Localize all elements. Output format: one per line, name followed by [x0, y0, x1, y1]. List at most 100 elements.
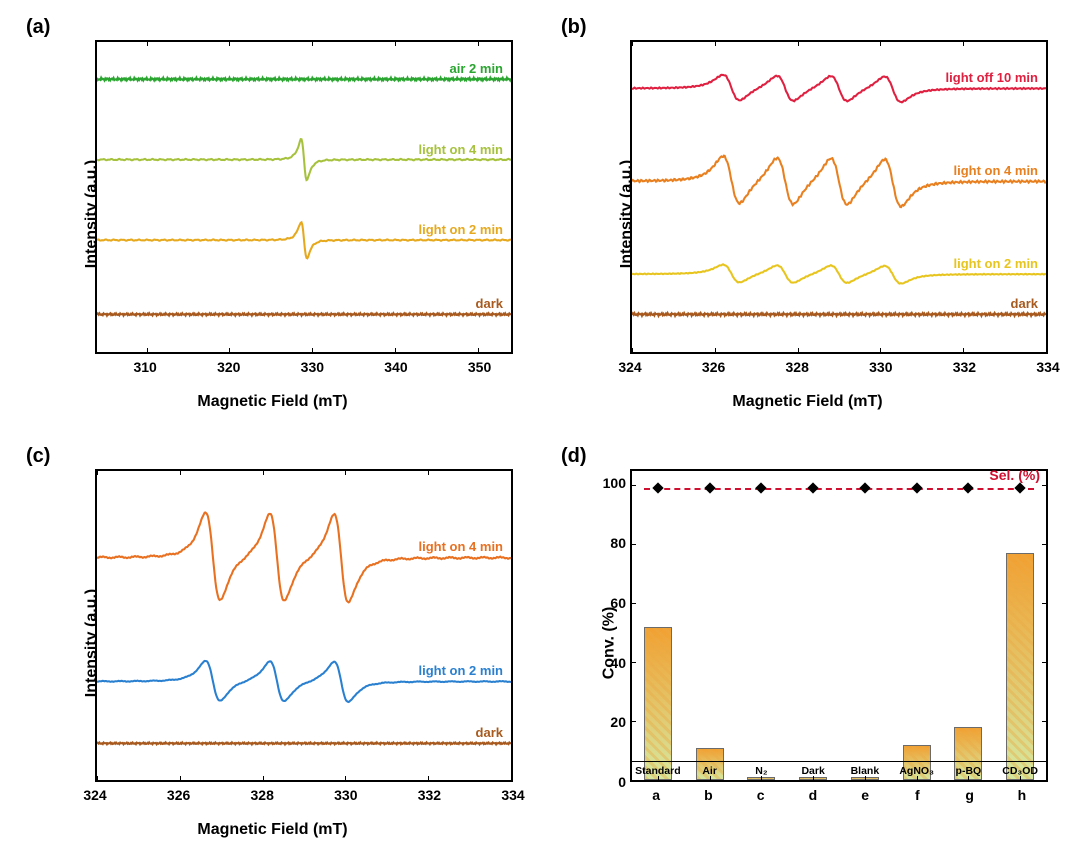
- tick-mark: [229, 40, 230, 46]
- trace-label: light on 4 min: [954, 163, 1039, 178]
- tick-mark: [658, 776, 659, 782]
- selectivity-marker: [859, 483, 870, 494]
- xtick-label: 334: [501, 787, 524, 803]
- tick-mark: [963, 40, 964, 46]
- tick-mark: [478, 348, 479, 354]
- selectivity-label: Sel. (%): [989, 467, 1040, 483]
- tick-mark: [630, 721, 636, 722]
- tick-mark: [180, 469, 181, 475]
- ytick-label: 60: [610, 595, 626, 611]
- ytick-label: 20: [610, 714, 626, 730]
- selectivity-marker: [756, 483, 767, 494]
- tick-mark: [813, 776, 814, 782]
- tick-mark: [1042, 721, 1048, 722]
- tick-mark: [710, 776, 711, 782]
- tick-mark: [715, 348, 716, 354]
- condition-separator: [632, 761, 1046, 762]
- tick-mark: [761, 776, 762, 782]
- tick-mark: [630, 544, 636, 545]
- panel-c-axes: light on 4 min light on 2 min dark: [95, 469, 513, 783]
- tick-mark: [968, 776, 969, 782]
- panel-c-xlabel: Magnetic Field (mT): [197, 821, 347, 839]
- xtick-label: h: [1018, 787, 1027, 803]
- tick-mark: [917, 776, 918, 782]
- xtick-label: 340: [384, 359, 407, 375]
- tick-mark: [97, 776, 98, 782]
- xtick-label: c: [757, 787, 765, 803]
- selectivity-marker: [704, 483, 715, 494]
- figure-grid: (a) Intensity (a.u.) Magnetic Field (mT)…: [0, 0, 1080, 867]
- tick-mark: [630, 485, 636, 486]
- tick-mark: [1046, 348, 1047, 354]
- trace-label: dark: [476, 725, 503, 740]
- trace-label: light on 2 min: [419, 663, 504, 678]
- ytick-label: 80: [610, 535, 626, 551]
- panel-c: (c) Intensity (a.u.) Magnetic Field (mT)…: [20, 439, 525, 848]
- spectrum-trace: [97, 313, 511, 315]
- tick-mark: [395, 348, 396, 354]
- panel-d: (d) Conv. (%) Sel. (%)StandardAirN₂DarkB…: [555, 439, 1060, 848]
- tick-mark: [963, 348, 964, 354]
- tick-mark: [632, 348, 633, 354]
- tick-mark: [428, 776, 429, 782]
- ytick-label: 0: [618, 774, 626, 790]
- tick-mark: [511, 469, 512, 475]
- selectivity-marker: [911, 483, 922, 494]
- selectivity-line: [644, 488, 1033, 490]
- xtick-label: 330: [334, 787, 357, 803]
- ytick-label: 100: [603, 475, 626, 491]
- xtick-label: e: [861, 787, 869, 803]
- spectrum-trace: [97, 512, 511, 602]
- tick-mark: [229, 348, 230, 354]
- panel-a-axes: air 2 minlight on 4 minlight on 2 mindar…: [95, 40, 513, 354]
- tick-mark: [798, 40, 799, 46]
- tick-mark: [478, 40, 479, 46]
- tick-mark: [428, 469, 429, 475]
- xtick-label: 324: [618, 359, 641, 375]
- tick-mark: [1042, 603, 1048, 604]
- xtick-label: d: [809, 787, 818, 803]
- panel-d-label: (d): [561, 445, 587, 468]
- panel-a: (a) Intensity (a.u.) Magnetic Field (mT)…: [20, 10, 525, 419]
- trace-label: light on 4 min: [419, 142, 504, 157]
- trace-label: dark: [1011, 296, 1038, 311]
- trace-label: light off 10 min: [946, 70, 1038, 85]
- xtick-label: g: [965, 787, 974, 803]
- spectrum-trace: [97, 78, 511, 81]
- panel-a-xticks: 310320330340350: [95, 359, 513, 379]
- panel-d-axes: Sel. (%)StandardAirN₂DarkBlankAgNO₃p-BQC…: [630, 469, 1048, 783]
- xtick-label: 326: [167, 787, 190, 803]
- panel-c-xticks: 324326328330332334: [95, 787, 513, 807]
- trace-label: light on 2 min: [419, 222, 504, 237]
- panel-b: (b) Intensity (a.u.) Magnetic Field (mT)…: [555, 10, 1060, 419]
- panel-a-xlabel: Magnetic Field (mT): [197, 393, 347, 411]
- xtick-label: 326: [702, 359, 725, 375]
- tick-mark: [312, 348, 313, 354]
- panel-d-bars: Sel. (%)StandardAirN₂DarkBlankAgNO₃p-BQC…: [632, 471, 1046, 781]
- tick-mark: [1046, 40, 1047, 46]
- xtick-label: b: [704, 787, 713, 803]
- tick-mark: [1020, 776, 1021, 782]
- panel-d-xticks: abcdefgh: [630, 787, 1048, 807]
- xtick-label: 324: [83, 787, 106, 803]
- tick-mark: [1042, 485, 1048, 486]
- panel-c-svg: [97, 471, 511, 781]
- tick-mark: [630, 603, 636, 604]
- panel-b-svg: [632, 42, 1046, 352]
- tick-mark: [880, 40, 881, 46]
- panel-b-xlabel: Magnetic Field (mT): [732, 393, 882, 411]
- tick-mark: [715, 40, 716, 46]
- tick-mark: [630, 662, 636, 663]
- selectivity-marker: [807, 483, 818, 494]
- xtick-label: 328: [786, 359, 809, 375]
- panel-a-label: (a): [26, 16, 50, 39]
- trace-label: air 2 min: [450, 61, 503, 76]
- tick-mark: [97, 469, 98, 475]
- trace-label: light on 4 min: [419, 539, 504, 554]
- trace-label: light on 2 min: [954, 256, 1039, 271]
- tick-mark: [263, 776, 264, 782]
- tick-mark: [147, 348, 148, 354]
- tick-mark: [798, 348, 799, 354]
- tick-mark: [880, 348, 881, 354]
- panel-b-xticks: 324326328330332334: [630, 359, 1048, 379]
